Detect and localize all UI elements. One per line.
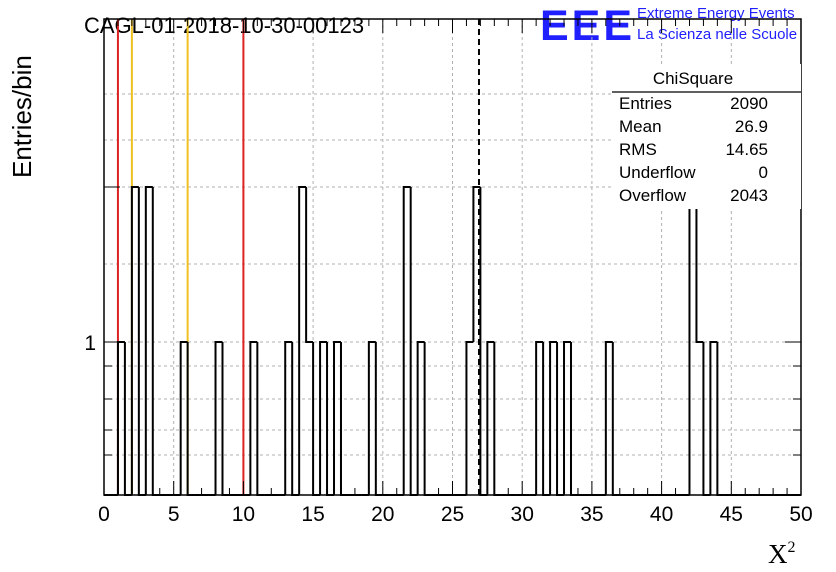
histogram-bin <box>291 342 300 496</box>
grid-lines <box>104 19 801 495</box>
histogram-bin <box>137 187 146 496</box>
x-tick-label: 5 <box>168 503 180 526</box>
y-tick-label: 1 <box>84 332 96 355</box>
histogram-bin <box>123 342 132 496</box>
histogram-bin <box>688 186 697 495</box>
x-tick-label: 10 <box>232 503 255 526</box>
histogram-bin <box>319 341 328 495</box>
histogram-bin <box>221 342 230 496</box>
histogram-bin <box>549 341 558 495</box>
logo-line-1: Extreme Energy Events <box>637 5 795 22</box>
x-tick-label: 45 <box>720 503 743 526</box>
histogram-bin <box>249 341 258 495</box>
stats-label-overflow: Overflow <box>619 186 687 205</box>
histogram-bin <box>702 342 711 496</box>
stats-value-mean: 26.9 <box>735 117 768 136</box>
stats-label-entries: Entries <box>619 94 672 113</box>
x-tick-label: 25 <box>441 503 464 526</box>
stats-value-entries: 2090 <box>730 94 768 113</box>
x-tick-label: 15 <box>301 503 324 526</box>
histogram-bin <box>116 341 125 495</box>
histogram-bin <box>535 341 544 495</box>
histogram-bin <box>611 342 620 496</box>
histogram-bin <box>695 187 704 343</box>
stats-label-underflow: Underflow <box>619 163 696 182</box>
stats-value-overflow: 2043 <box>730 186 768 205</box>
histogram-bin <box>326 342 335 496</box>
histogram-bin <box>144 186 153 495</box>
histogram-bin <box>374 342 383 496</box>
x-tick-label: 35 <box>580 503 603 526</box>
histogram-bin <box>563 341 571 495</box>
histogram-bin <box>214 341 223 495</box>
stats-label-rms: RMS <box>619 140 657 159</box>
x-axis-label-superscript: 2 <box>788 539 796 556</box>
stats-value-underflow: 0 <box>759 163 768 182</box>
histogram-bin <box>256 342 265 496</box>
x-tick-label: 0 <box>98 503 110 526</box>
histogram-bin <box>479 187 488 496</box>
histogram-bin <box>402 186 411 495</box>
x-tick-label: 50 <box>789 503 812 526</box>
histogram-bin <box>423 342 432 496</box>
histogram-bin <box>367 341 376 495</box>
x-axis-label: X2 <box>768 539 796 569</box>
stats-box: ChiSquare Entries 2090 Mean 26.9 RMS 14.… <box>612 64 801 209</box>
x-tick-label: 20 <box>371 503 394 526</box>
histogram-bin <box>409 187 418 496</box>
histogram-bin <box>472 186 481 342</box>
histogram-bin <box>556 342 565 496</box>
stats-label-mean: Mean <box>619 117 662 136</box>
stats-title: ChiSquare <box>653 69 733 88</box>
histogram-bin <box>486 341 495 495</box>
histogram-bin <box>312 342 321 496</box>
logo-line-2: La Scienza nelle Scuole <box>637 26 797 43</box>
histogram-bin <box>151 187 160 496</box>
histogram-bin <box>416 341 425 495</box>
histogram-bin <box>333 341 341 495</box>
histogram-bin <box>339 342 348 496</box>
histogram-bin <box>186 342 195 496</box>
histogram-bin <box>569 342 578 496</box>
histogram-bin <box>716 342 725 496</box>
histogram-bin <box>298 186 307 495</box>
histogram-bin <box>709 341 718 495</box>
axis-ticks: 0 5 10 15 20 25 30 35 40 45 50 1 <box>84 19 813 526</box>
histogram-bin <box>130 186 139 495</box>
histogram-bin <box>179 341 188 495</box>
eee-logo-mark: EEE <box>540 2 635 50</box>
stats-value-rms: 14.65 <box>725 140 768 159</box>
histogram-bin <box>305 187 314 343</box>
chart-title: CAGL-01-2018-10-30-00123 <box>84 13 364 38</box>
histogram-bin <box>604 341 613 495</box>
histogram-bin <box>465 341 474 495</box>
x-tick-label: 40 <box>650 503 673 526</box>
x-axis-label-main: X <box>768 539 788 569</box>
histogram-bin <box>284 341 293 495</box>
histogram-bin <box>493 342 502 496</box>
x-tick-label: 30 <box>511 503 534 526</box>
y-axis-label: Entries/bin <box>7 55 37 178</box>
histogram-bins <box>104 186 801 496</box>
histogram-bin <box>542 342 551 496</box>
stats-box-background <box>612 64 801 209</box>
